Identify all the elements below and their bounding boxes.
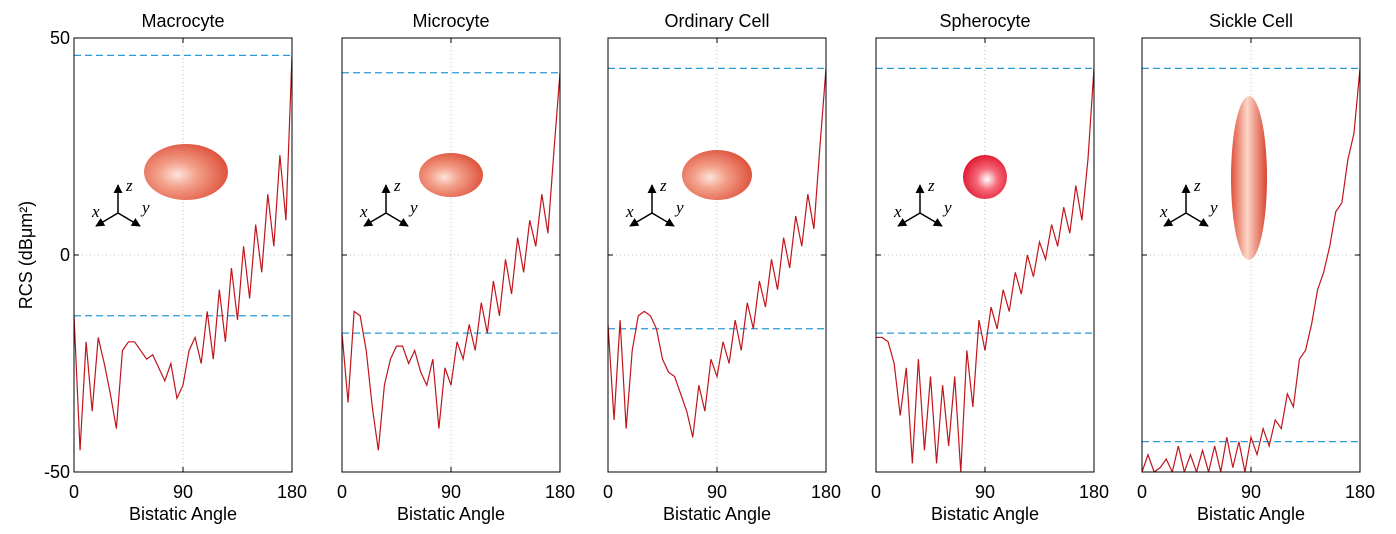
x-tick-label: 0 bbox=[1137, 482, 1147, 502]
x-tick-label: 180 bbox=[811, 482, 841, 502]
cell-image bbox=[1231, 96, 1267, 260]
x-tick-label: 90 bbox=[975, 482, 995, 502]
axis-icon-label: y bbox=[1208, 198, 1218, 217]
axis-arrow bbox=[1185, 212, 1209, 227]
axis-icon-label: x bbox=[359, 202, 368, 221]
x-tick-label: 90 bbox=[441, 482, 461, 502]
data-line bbox=[74, 55, 292, 451]
axis-icon-label: y bbox=[140, 198, 150, 217]
panel-title: Ordinary Cell bbox=[664, 11, 769, 31]
axis-arrow bbox=[1163, 212, 1187, 227]
x-axis-label: Bistatic Angle bbox=[1197, 504, 1305, 524]
data-line bbox=[876, 68, 1094, 472]
data-line bbox=[342, 72, 560, 451]
panel-title: Macrocyte bbox=[141, 11, 224, 31]
axis-arrow bbox=[117, 212, 141, 227]
x-tick-label: 90 bbox=[173, 482, 193, 502]
x-tick-label: 0 bbox=[871, 482, 881, 502]
axis-icon-label: x bbox=[91, 202, 100, 221]
cell-image bbox=[963, 155, 1007, 199]
x-axis-label: Bistatic Angle bbox=[931, 504, 1039, 524]
axis-arrow bbox=[629, 212, 653, 227]
plot-frame bbox=[607, 37, 827, 473]
x-tick-label: 0 bbox=[603, 482, 613, 502]
y-tick-label: 0 bbox=[60, 245, 70, 265]
axis-arrow bbox=[897, 212, 921, 227]
axis-arrow bbox=[919, 212, 943, 227]
panel-title: Sickle Cell bbox=[1209, 11, 1293, 31]
axis-icon-label: x bbox=[1159, 202, 1168, 221]
plot-frame bbox=[875, 37, 1095, 473]
x-tick-label: 0 bbox=[337, 482, 347, 502]
axis-arrow bbox=[95, 212, 119, 227]
axis-icon-label: z bbox=[927, 176, 935, 195]
plot-frame bbox=[1141, 37, 1361, 473]
y-tick-label: 50 bbox=[50, 28, 70, 48]
axis-arrow bbox=[385, 212, 409, 227]
data-line bbox=[608, 68, 826, 438]
cell-image bbox=[144, 144, 228, 200]
axis-icon-label: y bbox=[408, 198, 418, 217]
axis-icon-label: x bbox=[625, 202, 634, 221]
cell-image bbox=[419, 153, 483, 197]
x-tick-label: 180 bbox=[545, 482, 575, 502]
axis-icon-label: z bbox=[659, 176, 667, 195]
axis-arrow bbox=[363, 212, 387, 227]
x-tick-label: 180 bbox=[1345, 482, 1375, 502]
cell-image bbox=[682, 150, 752, 200]
panel-title: Spherocyte bbox=[939, 11, 1030, 31]
plot-frame bbox=[341, 37, 561, 473]
y-tick-label: -50 bbox=[44, 462, 70, 482]
data-line bbox=[1142, 68, 1360, 472]
x-axis-label: Bistatic Angle bbox=[129, 504, 237, 524]
x-tick-label: 90 bbox=[1241, 482, 1261, 502]
x-axis-label: Bistatic Angle bbox=[397, 504, 505, 524]
axis-icon-label: y bbox=[674, 198, 684, 217]
panel-title: Microcyte bbox=[412, 11, 489, 31]
axis-icon-label: z bbox=[1193, 176, 1201, 195]
x-tick-label: 180 bbox=[1079, 482, 1109, 502]
axis-icon-label: z bbox=[125, 176, 133, 195]
axis-arrow bbox=[651, 212, 675, 227]
y-axis-label: RCS (dBμm²) bbox=[16, 201, 36, 309]
axis-icon-label: z bbox=[393, 176, 401, 195]
axis-icon-label: x bbox=[893, 202, 902, 221]
axis-icon-label: y bbox=[942, 198, 952, 217]
x-tick-label: 90 bbox=[707, 482, 727, 502]
x-axis-label: Bistatic Angle bbox=[663, 504, 771, 524]
x-tick-label: 0 bbox=[69, 482, 79, 502]
plot-frame bbox=[73, 37, 293, 473]
x-tick-label: 180 bbox=[277, 482, 307, 502]
